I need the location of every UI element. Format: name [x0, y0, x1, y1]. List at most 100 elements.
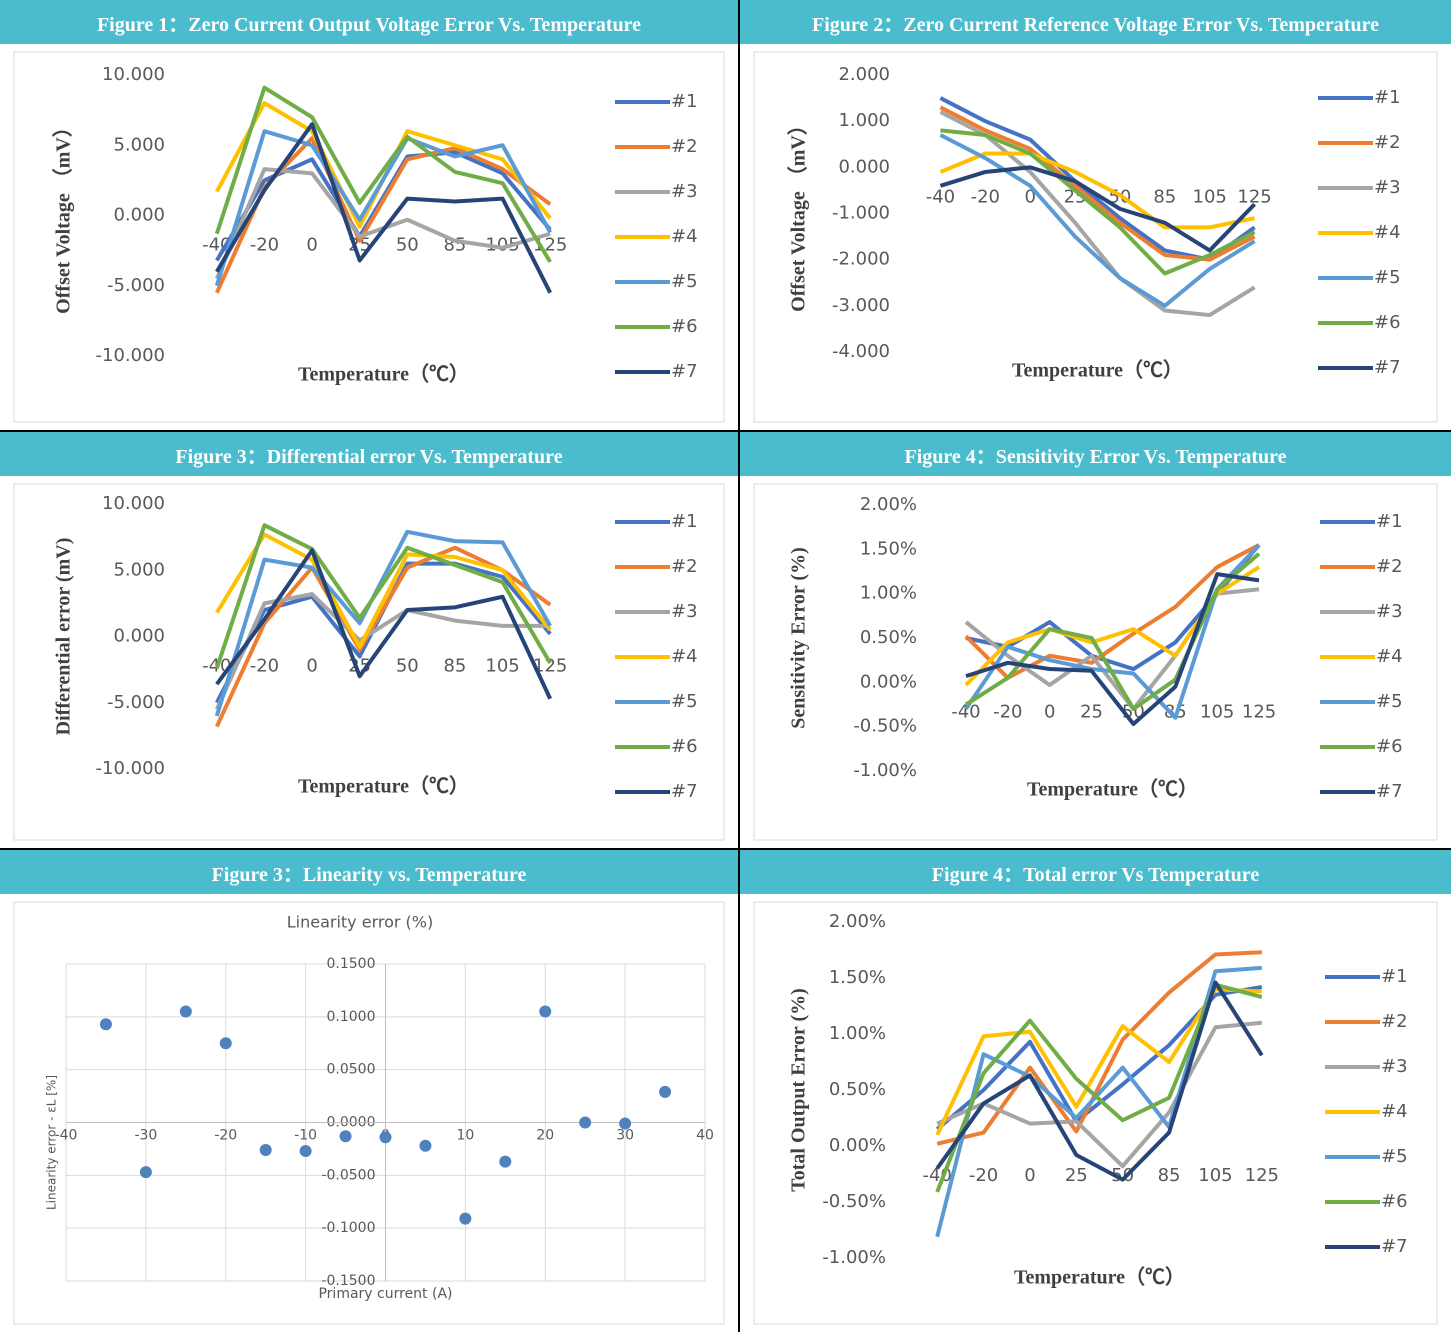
chart: -1.00%-0.50%0.00%0.50%1.00%1.50%2.00%-40…: [753, 483, 1438, 841]
y-tick-label: -0.1000: [321, 1220, 375, 1236]
figure-caption: Figure 3：Differential error Vs. Temperat…: [0, 432, 738, 476]
x-tick-label: 50: [396, 235, 419, 256]
y-tick-label: 0.50%: [860, 627, 917, 648]
y-axis-title: Linearity error - εL [%]: [45, 1075, 59, 1210]
x-tick-label: 125: [1242, 701, 1276, 722]
legend-label: #1: [1374, 87, 1401, 108]
y-tick-label: -1.000: [832, 203, 890, 224]
chart: -4.000 -3.000 -2.000 -1.000 0.000 1.000 2.000 -…: [753, 51, 1438, 423]
legend-label: #1: [671, 91, 698, 112]
legend-label: #5: [671, 271, 698, 292]
chart: -1.00%-0.50%0.00%0.50%1.00%1.50%2.00%-40…: [753, 901, 1438, 1325]
y-tick-label: 0.50%: [829, 1079, 886, 1100]
x-tick-label: 0: [1024, 186, 1035, 207]
figure-cell: Figure 1：Zero Current Output Voltage Err…: [0, 0, 738, 430]
legend-label: #7: [671, 781, 698, 802]
series-line: [935, 987, 1262, 1136]
data-point: [219, 1037, 232, 1050]
y-axis-title: Total Output Error (%): [788, 988, 810, 1192]
chart-area: [13, 51, 725, 423]
series-line: [214, 85, 552, 263]
legend-label: #2: [1381, 1011, 1408, 1032]
x-tick-label: -40: [951, 701, 980, 722]
y-tick-label: 0.1500: [327, 956, 376, 972]
y-tick-label: -2.000: [832, 249, 890, 270]
y-tick-label: 1.50%: [829, 967, 886, 988]
legend-label: #4: [1381, 1101, 1408, 1122]
figure-cell: Figure 3：Differential error Vs. Temperat…: [0, 432, 738, 848]
figure-caption: Figure 4：Sensitivity Error Vs. Temperatu…: [740, 432, 1451, 476]
legend-label: #1: [1376, 511, 1403, 532]
chart-area: [13, 901, 725, 1325]
y-tick-label: 0.00%: [860, 671, 917, 692]
y-tick-label: -4.000: [832, 341, 890, 362]
y-tick-label: 0.000: [838, 156, 890, 177]
x-tick-label: 25: [1080, 701, 1103, 722]
series-line: [214, 592, 551, 711]
legend-label: #5: [1374, 267, 1401, 288]
legend-label: #2: [671, 556, 698, 577]
figure-caption: Figure 2：Zero Current Reference Voltage …: [740, 0, 1451, 44]
x-tick-label: 125: [1237, 186, 1271, 207]
x-tick-label: 0: [1044, 701, 1055, 722]
chart-area: [753, 483, 1438, 841]
series-line: [936, 1020, 1263, 1169]
series-line: [935, 980, 1264, 1182]
x-tick-label: 30: [616, 1128, 634, 1144]
series-line: [964, 552, 1261, 711]
x-tick-label: 125: [1245, 1165, 1279, 1186]
series-line: [965, 572, 1260, 727]
y-tick-label: 2.00%: [829, 911, 886, 932]
x-tick-label: -20: [250, 235, 279, 256]
x-axis-title: Temperature（℃）: [298, 363, 469, 386]
x-tick-label: -20: [250, 656, 279, 677]
data-point: [619, 1117, 632, 1130]
data-point: [139, 1166, 152, 1179]
y-tick-label: 1.00%: [829, 1023, 886, 1044]
y-tick-label: 1.00%: [860, 583, 917, 604]
y-tick-label: 0.000: [113, 205, 165, 226]
y-axis-title: Differential error (mV): [53, 538, 75, 736]
legend-label: #6: [1381, 1191, 1408, 1212]
y-tick-label: 2.000: [838, 64, 890, 85]
series-line: [214, 129, 552, 287]
legend-label: #6: [671, 316, 698, 337]
y-tick-label: -10.000: [96, 758, 165, 779]
legend-label: #3: [1374, 177, 1401, 198]
y-tick-label: 5.000: [113, 134, 165, 155]
legend-label: #3: [671, 601, 698, 622]
series-line: [939, 165, 1256, 253]
chart-title: Linearity error (%): [287, 913, 434, 932]
chart-area: [13, 483, 725, 841]
series-line: [939, 110, 1256, 318]
chart: -40-30-20-10010203040-0.1500-0.1000-0.05…: [13, 901, 725, 1325]
x-tick-label: 0: [306, 656, 317, 677]
legend-label: #3: [671, 181, 698, 202]
x-tick-label: 0: [306, 235, 317, 256]
y-tick-label: -5.000: [107, 275, 165, 296]
chart-area: [753, 901, 1438, 1325]
legend-label: #3: [1376, 601, 1403, 622]
x-tick-label: 40: [696, 1128, 714, 1144]
y-tick-label: 1.50%: [860, 538, 917, 559]
y-tick-label: -0.50%: [822, 1191, 886, 1212]
y-tick-label: -10.000: [96, 345, 165, 366]
x-tick-label: 105: [1200, 701, 1234, 722]
x-tick-label: 50: [396, 656, 419, 677]
x-tick-label: -30: [134, 1128, 157, 1144]
x-tick-label: 125: [533, 656, 567, 677]
y-tick-label: -1.00%: [822, 1247, 886, 1268]
y-tick-label: 10.000: [102, 493, 165, 514]
chart-area: [753, 51, 1438, 423]
series-line: [215, 122, 552, 294]
figure-cell: Figure 3：Linearity vs. Temperature -40 -30…: [0, 850, 738, 1332]
legend-label: #4: [671, 226, 698, 247]
data-point: [99, 1018, 112, 1031]
x-tick-label: 105: [485, 235, 519, 256]
x-tick-label: -20: [971, 186, 1000, 207]
series-line: [939, 96, 1256, 262]
y-tick-label: -0.0500: [321, 1167, 375, 1183]
figure-cell: Figure 4：Total error Vs Temperature -1.00…: [740, 850, 1451, 1332]
x-tick-label: 20: [536, 1128, 554, 1144]
